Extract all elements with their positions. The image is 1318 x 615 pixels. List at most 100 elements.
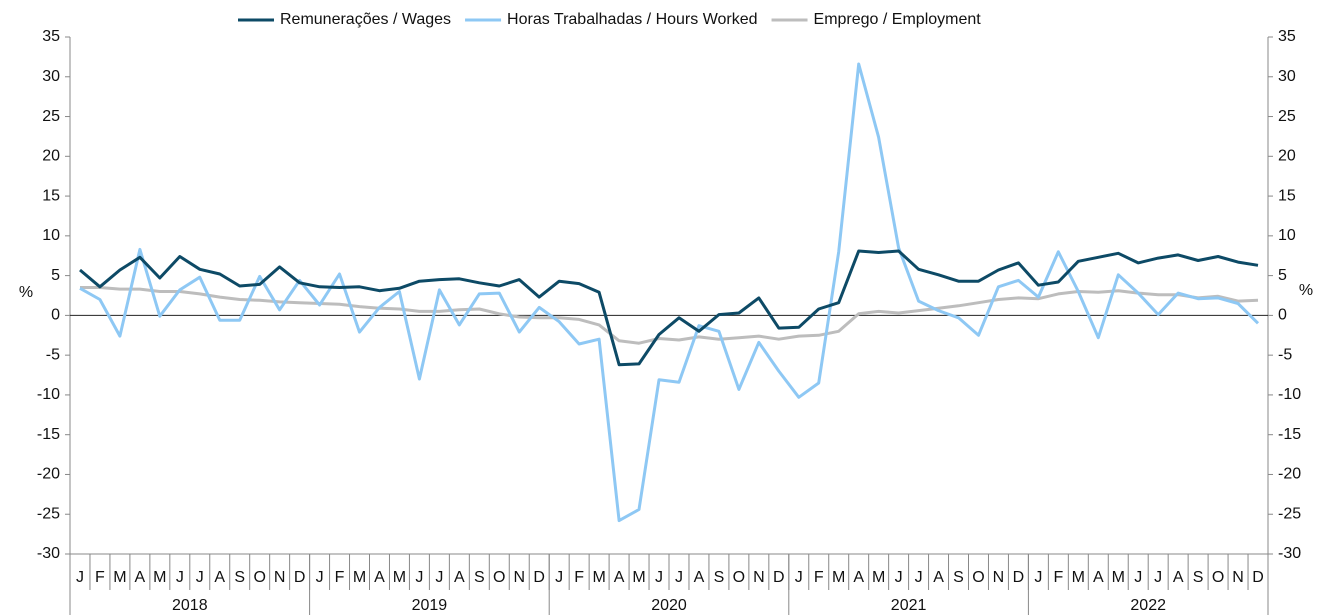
x-tick-label: S: [234, 569, 245, 586]
y-tick-label: 35: [42, 28, 60, 45]
x-tick-label: S: [953, 569, 964, 586]
x-tick-label: F: [335, 569, 345, 586]
y-tick-label: 10: [42, 227, 60, 244]
x-tick-label: F: [574, 569, 584, 586]
x-tick-label: J: [76, 569, 84, 586]
x-tick-label: N: [993, 569, 1005, 586]
x-tick-label: A: [1173, 569, 1184, 586]
legend-label: Remunerações / Wages: [280, 11, 451, 28]
y-tick-label: -15: [37, 426, 60, 443]
y-tick-label: 20: [42, 148, 60, 165]
y2-tick-label: 35: [1278, 28, 1296, 45]
x-tick-label: J: [1034, 569, 1042, 586]
x-tick-label: J: [555, 569, 563, 586]
x-tick-label: M: [632, 569, 645, 586]
y-tick-label: -30: [37, 545, 60, 562]
y2-tick-label: 30: [1278, 68, 1296, 85]
x-tick-label: M: [393, 569, 406, 586]
x-tick-label: M: [872, 569, 885, 586]
x-tick-label: A: [1093, 569, 1104, 586]
year-label: 2020: [651, 597, 687, 614]
x-tick-label: A: [135, 569, 146, 586]
x-tick-label: A: [614, 569, 625, 586]
series-line: [79, 249, 1259, 367]
x-tick-label: M: [1112, 569, 1125, 586]
x-tick-label: N: [1232, 569, 1244, 586]
x-tick-label: A: [694, 569, 705, 586]
y-tick-label: -10: [37, 386, 60, 403]
legend-label: Emprego / Employment: [814, 11, 982, 28]
y-tick-label: 25: [42, 108, 60, 125]
x-tick-label: N: [274, 569, 286, 586]
y2-tick-label: -30: [1278, 545, 1301, 562]
x-tick-label: S: [714, 569, 725, 586]
y2-tick-label: -25: [1278, 505, 1301, 522]
x-tick-label: J: [435, 569, 443, 586]
x-tick-label: O: [1212, 569, 1224, 586]
x-tick-label: F: [814, 569, 824, 586]
year-label: 2022: [1130, 597, 1166, 614]
x-tick-label: J: [655, 569, 663, 586]
y2-tick-label: 0: [1278, 307, 1287, 324]
year-label: 2019: [412, 597, 448, 614]
x-tick-label: A: [214, 569, 225, 586]
y-axis-label: %: [19, 284, 33, 301]
x-tick-label: M: [353, 569, 366, 586]
x-tick-label: J: [1154, 569, 1162, 586]
x-tick-label: J: [675, 569, 683, 586]
x-tick-label: S: [474, 569, 485, 586]
x-tick-label: F: [95, 569, 105, 586]
x-tick-label: D: [533, 569, 545, 586]
y2-tick-label: 25: [1278, 108, 1296, 125]
x-tick-label: D: [773, 569, 785, 586]
x-tick-label: M: [1072, 569, 1085, 586]
y2-axis-label: %: [1299, 282, 1313, 299]
x-tick-label: J: [176, 569, 184, 586]
x-tick-label: M: [113, 569, 126, 586]
x-tick-label: M: [832, 569, 845, 586]
legend-label: Horas Trabalhadas / Hours Worked: [507, 11, 757, 28]
y-tick-label: -5: [46, 346, 60, 363]
y2-tick-label: -20: [1278, 466, 1301, 483]
x-tick-label: S: [1193, 569, 1204, 586]
x-tick-label: J: [915, 569, 923, 586]
y2-tick-label: -15: [1278, 426, 1301, 443]
x-tick-label: J: [895, 569, 903, 586]
x-tick-label: O: [733, 569, 745, 586]
year-label: 2021: [891, 597, 927, 614]
x-tick-label: N: [753, 569, 765, 586]
y-tick-label: -20: [37, 466, 60, 483]
x-tick-label: O: [493, 569, 505, 586]
x-tick-label: D: [1252, 569, 1264, 586]
x-tick-label: A: [933, 569, 944, 586]
x-tick-label: J: [316, 569, 324, 586]
y2-tick-label: 5: [1278, 267, 1287, 284]
year-label: 2018: [172, 597, 208, 614]
x-tick-label: O: [253, 569, 265, 586]
y-tick-label: 0: [51, 307, 60, 324]
y-tick-label: 15: [42, 187, 60, 204]
x-tick-label: O: [972, 569, 984, 586]
y-tick-label: -25: [37, 505, 60, 522]
y-tick-label: 5: [51, 267, 60, 284]
x-tick-label: J: [795, 569, 803, 586]
y2-tick-label: -5: [1278, 346, 1292, 363]
x-tick-label: F: [1053, 569, 1063, 586]
y2-tick-label: 15: [1278, 187, 1296, 204]
x-tick-label: A: [454, 569, 465, 586]
y2-tick-label: 20: [1278, 148, 1296, 165]
x-tick-label: D: [1013, 569, 1025, 586]
y2-tick-label: 10: [1278, 227, 1296, 244]
x-tick-label: J: [1134, 569, 1142, 586]
x-tick-label: M: [153, 569, 166, 586]
x-tick-label: M: [592, 569, 605, 586]
x-tick-label: A: [374, 569, 385, 586]
x-tick-label: N: [513, 569, 525, 586]
x-tick-label: D: [294, 569, 306, 586]
y-tick-label: 30: [42, 68, 60, 85]
x-tick-label: J: [415, 569, 423, 586]
x-tick-label: A: [853, 569, 864, 586]
series-line: [79, 62, 1260, 523]
x-tick-label: J: [196, 569, 204, 586]
